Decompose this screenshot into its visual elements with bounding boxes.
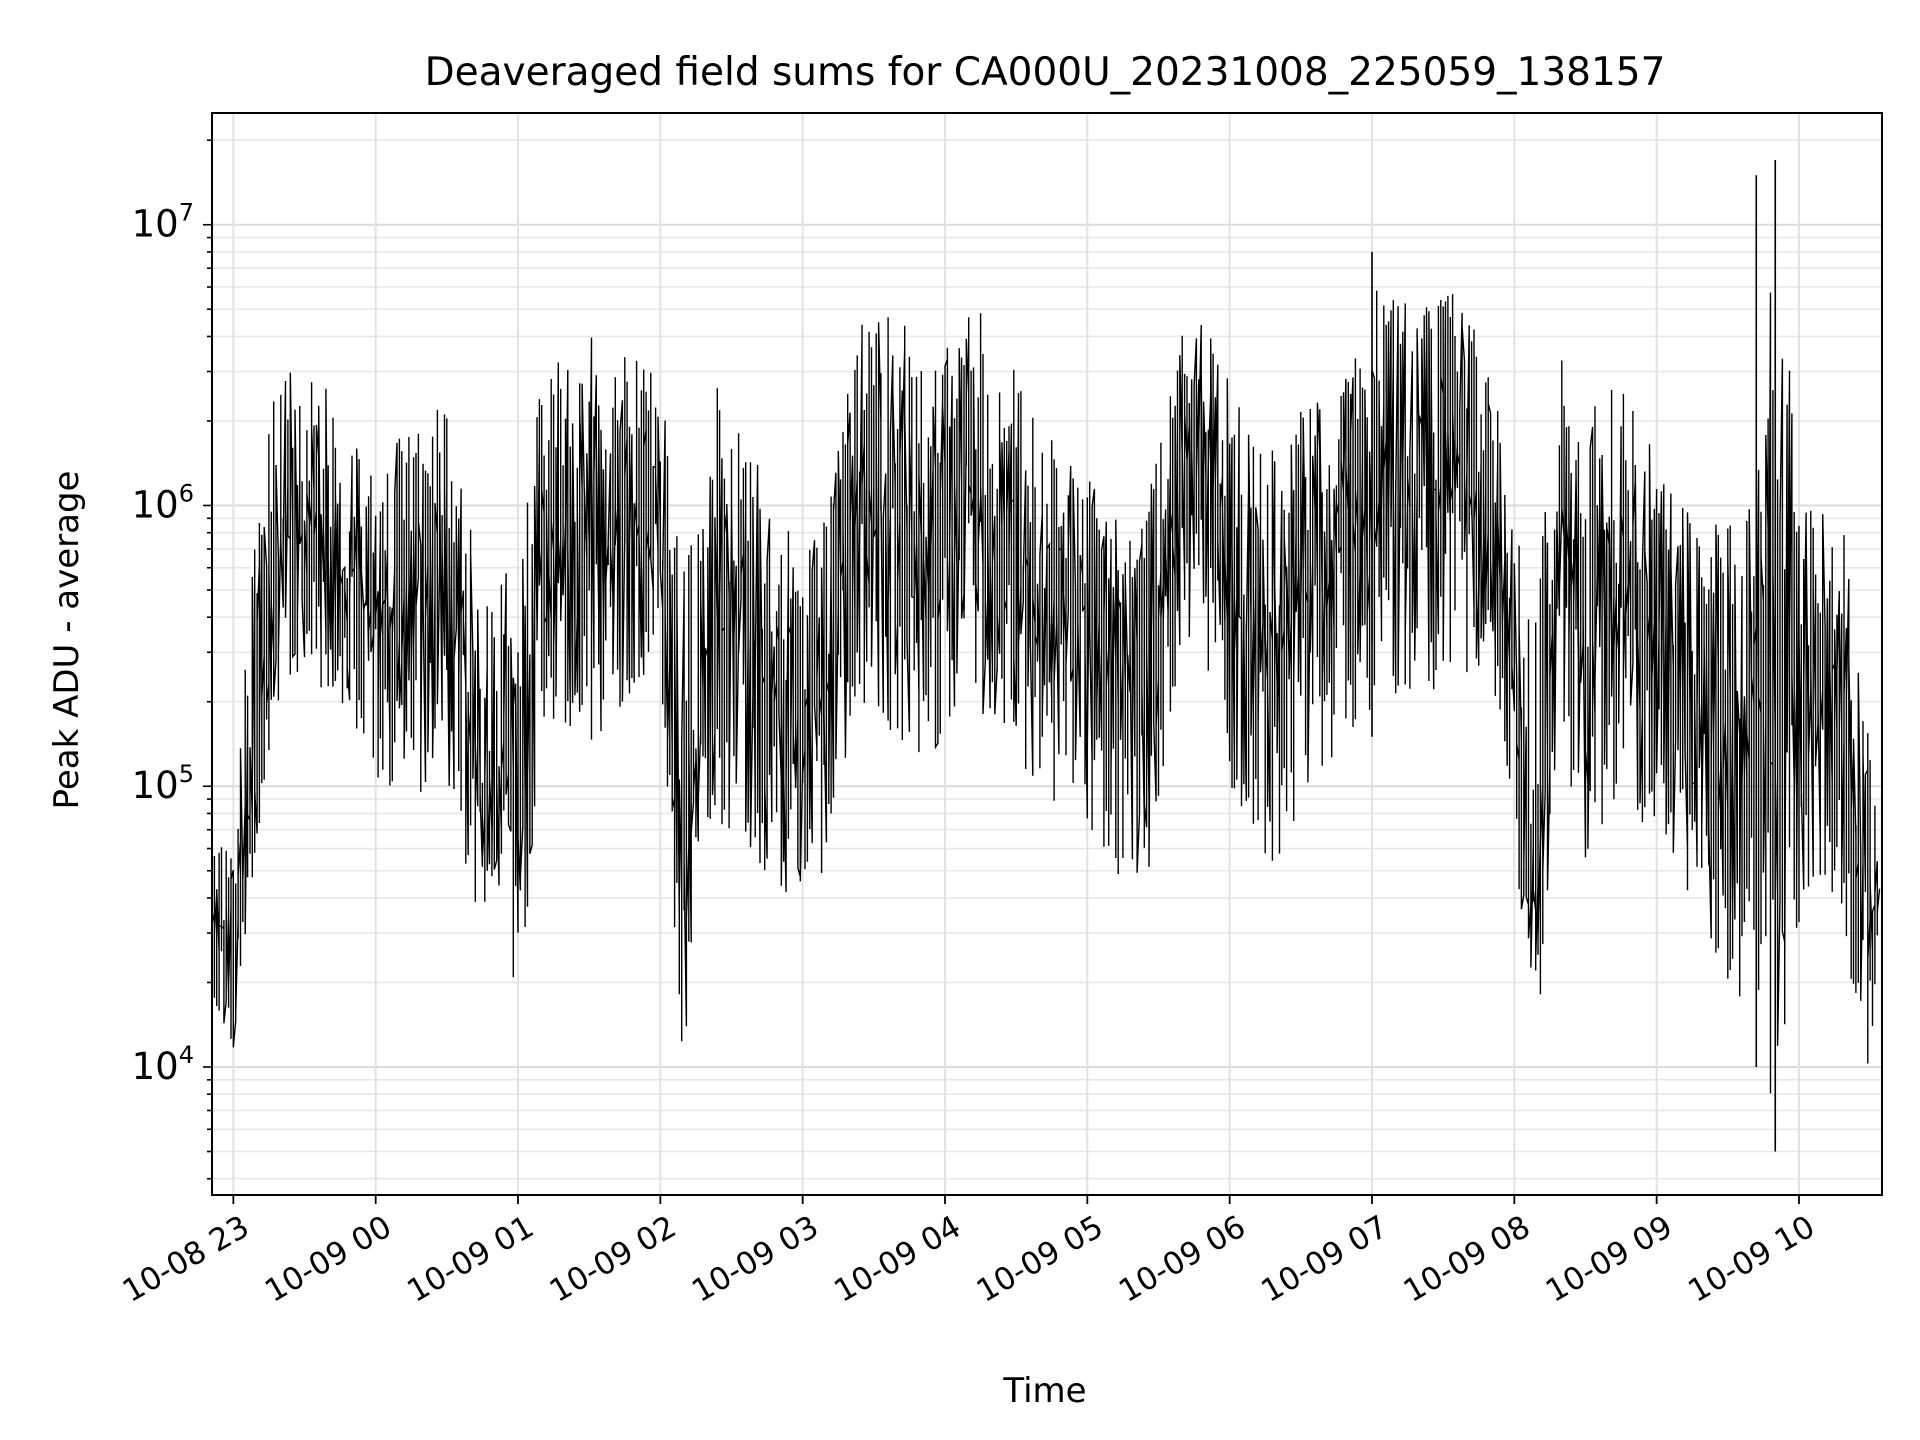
y-tick-label: 104 [132,1041,194,1088]
y-axis-label: Peak ADU - average [47,471,87,810]
chart-title: Deaveraged field sums for CA000U_2023100… [425,50,1666,95]
x-axis-label: Time [1002,1371,1086,1411]
y-tick-label: 107 [132,199,194,246]
series-line [211,290,1881,1118]
y-tick-label: 106 [132,479,194,526]
y-axis: 104 105 106 107 [132,139,212,1180]
plot-frame [211,112,1883,1196]
data-series [211,160,1881,1152]
y-tick-label: 105 [132,760,194,807]
